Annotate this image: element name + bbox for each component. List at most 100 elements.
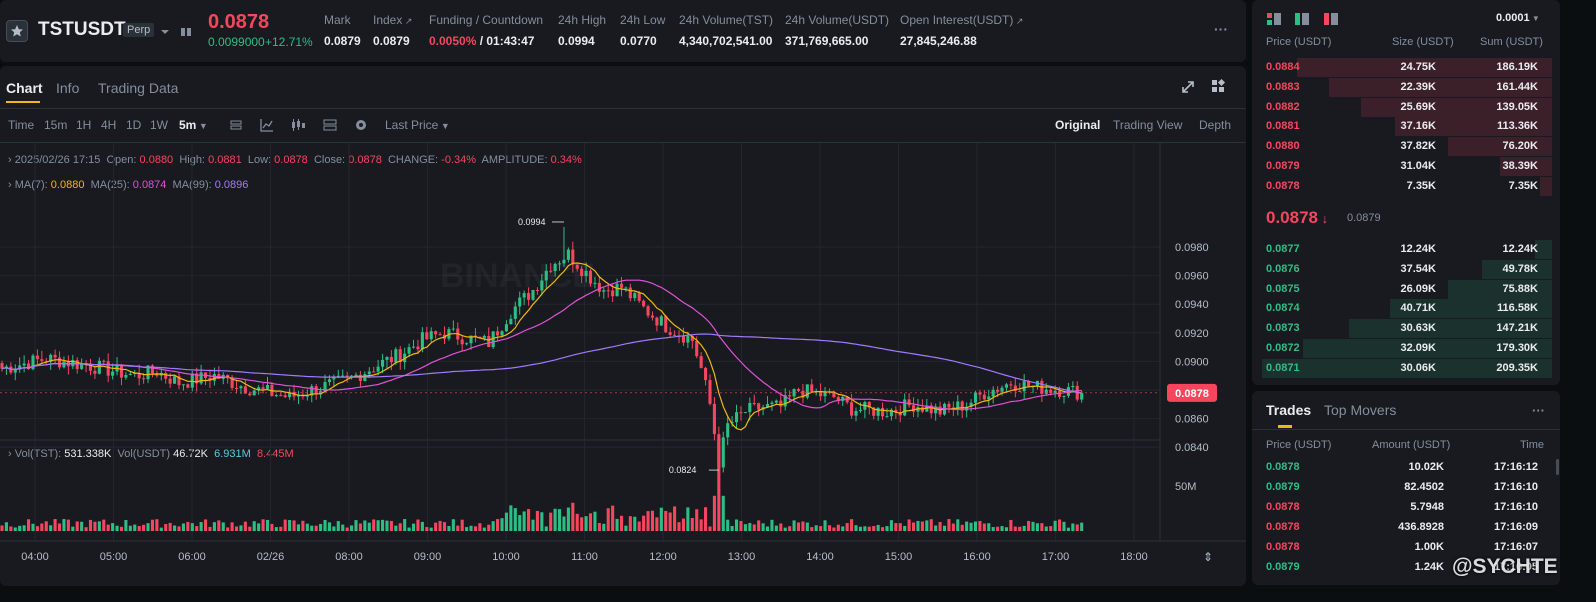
tf-5m[interactable]: 5m ▼ [179, 118, 208, 132]
candlestick-chart[interactable]: 0.0980 0.0960 0.0940 0.0920 0.0900 0.0880 0.08… [0, 143, 1246, 586]
volume-bar [363, 520, 367, 531]
tf-1d[interactable]: 1D [126, 118, 142, 132]
ob-ask-row[interactable]: 0.0879 31.04K 38.39K [1252, 157, 1552, 176]
view-original[interactable]: Original [1055, 118, 1101, 132]
ob-mid-price[interactable]: 0.0878 ↓ [1266, 208, 1328, 228]
volume-bar [690, 517, 694, 531]
candle-body [734, 412, 739, 423]
ob-view-both-icon[interactable] [1267, 13, 1281, 28]
candle-body [380, 359, 385, 367]
volume-bar [1071, 523, 1075, 531]
trades-scrollbar[interactable] [1556, 459, 1559, 475]
ob-bid-row[interactable]: 0.0877 12.24K 12.24K [1252, 240, 1552, 259]
tab-top-movers[interactable]: Top Movers [1324, 402, 1397, 418]
candle-body [195, 373, 199, 384]
ob-sum: 12.24K [1502, 243, 1538, 255]
ob-price: 0.0871 [1266, 361, 1300, 374]
volume-bar [668, 512, 672, 531]
candle-body [708, 380, 712, 404]
ob-view-asks-icon[interactable] [1324, 13, 1338, 28]
ob-bid-row[interactable]: 0.0874 40.71K 116.58K [1252, 299, 1552, 319]
volume-bar [646, 511, 650, 531]
legend-chevron-icon[interactable]: › [8, 448, 12, 460]
ob-bid-row[interactable]: 0.0873 30.63K 147.21K [1252, 319, 1552, 339]
ob-ask-row[interactable]: 0.0878 7.35K 7.35K [1252, 176, 1552, 196]
view-depth[interactable]: Depth [1199, 118, 1232, 132]
layout-grid-icon[interactable] [1210, 78, 1226, 97]
candle-body [553, 263, 557, 272]
candle-body [1000, 387, 1004, 392]
volume-bar [230, 522, 234, 531]
tab-chart[interactable]: Chart [6, 80, 43, 96]
volume-bar [858, 526, 862, 531]
volume-bar [965, 521, 969, 531]
legend-chevron-icon[interactable]: › [8, 154, 12, 166]
indicator-icon[interactable] [260, 118, 274, 135]
more-icon[interactable]: ··· [1214, 21, 1228, 37]
volume-bar [575, 513, 579, 531]
tf-4h[interactable]: 4H [101, 118, 117, 132]
volume-bar [624, 525, 628, 531]
ob-view-bids-icon[interactable] [1295, 13, 1309, 28]
draw-tools-icon[interactable] [323, 118, 337, 135]
symbol-name[interactable]: TSTUSDT [38, 19, 126, 40]
tf-1w[interactable]: 1W [150, 118, 168, 132]
ob-sum: 76.20K [1502, 140, 1538, 153]
book-icon[interactable] [180, 26, 192, 40]
more-icon[interactable]: ··· [1532, 403, 1545, 418]
tf-time[interactable]: Time [8, 118, 35, 132]
candle-body [62, 361, 66, 368]
tab-trades[interactable]: Trades [1266, 402, 1312, 418]
volume-bar [867, 526, 871, 531]
volume-bar [133, 524, 137, 531]
candle-body [960, 401, 964, 411]
candle-body [323, 382, 327, 392]
low-label: Low: [247, 154, 272, 166]
volume-bar [380, 519, 385, 531]
candle-body [531, 289, 535, 300]
candle-body [1022, 381, 1026, 392]
price-type-select[interactable]: Last Price ▼ [385, 118, 450, 132]
chevron-down-icon: ▼ [1529, 14, 1540, 23]
stat-funding-value: 0.0050% / 01:43:47 [429, 34, 534, 48]
stat-oi-value: 27,845,246.88 [900, 34, 977, 48]
candle-body [341, 375, 345, 377]
favorite-star-icon[interactable] [6, 20, 28, 42]
tab-trading-data[interactable]: Trading Data [98, 80, 179, 96]
fullscreen-icon[interactable] [1180, 79, 1196, 98]
chart-panel: Chart Info Trading Data Time 15m 1H 4H 1… [0, 66, 1246, 586]
ob-bid-row[interactable]: 0.0875 26.09K 75.88K [1252, 279, 1552, 299]
ob-ask-row[interactable]: 0.0883 22.39K 161.44K [1252, 77, 1552, 97]
volume-bar [173, 525, 177, 531]
candle-type-icon[interactable] [229, 118, 243, 135]
tf-15m[interactable]: 15m [44, 118, 68, 132]
candle-body [934, 406, 938, 414]
ob-tick-select[interactable]: 0.0001 ▼ [1496, 12, 1540, 24]
ob-ask-row[interactable]: 0.0882 25.69K 139.05K [1252, 97, 1552, 117]
candle-body [779, 400, 783, 407]
ob-bid-row[interactable]: 0.0871 30.06K 209.35K [1252, 358, 1552, 378]
view-trading-view[interactable]: Trading View [1113, 118, 1183, 132]
candle-body [854, 411, 858, 416]
ob-ask-row[interactable]: 0.0881 37.16K 113.36K [1252, 117, 1552, 137]
candles-icon[interactable] [290, 118, 306, 135]
candle-body [1071, 385, 1075, 388]
tab-info[interactable]: Info [56, 80, 80, 96]
settings-gear-icon[interactable] [354, 118, 368, 135]
ob-bid-row[interactable]: 0.0876 37.54K 49.78K [1252, 259, 1552, 279]
volume-bar [451, 519, 455, 531]
ob-ask-row[interactable]: 0.0880 37.82K 76.20K [1252, 137, 1552, 157]
ob-ask-row[interactable]: 0.0884 24.75K 186.19K [1252, 58, 1552, 77]
stat-oi-label[interactable]: Open Interest(USDT) ↗ [900, 13, 1023, 27]
trade-price: 0.0878 [1266, 541, 1300, 553]
volume-bar [327, 522, 331, 531]
candle-body [239, 386, 243, 389]
tf-1h[interactable]: 1H [76, 118, 92, 132]
ob-bid-row[interactable]: 0.0872 32.09K 179.30K [1252, 339, 1552, 358]
candle-body [911, 405, 916, 412]
candle-body [367, 371, 371, 375]
symbol-dropdown-icon[interactable] [160, 26, 170, 40]
stat-index-label[interactable]: Index ↗ [373, 13, 412, 27]
legend-chevron-icon[interactable]: › [8, 179, 12, 191]
candle-body [137, 372, 141, 379]
